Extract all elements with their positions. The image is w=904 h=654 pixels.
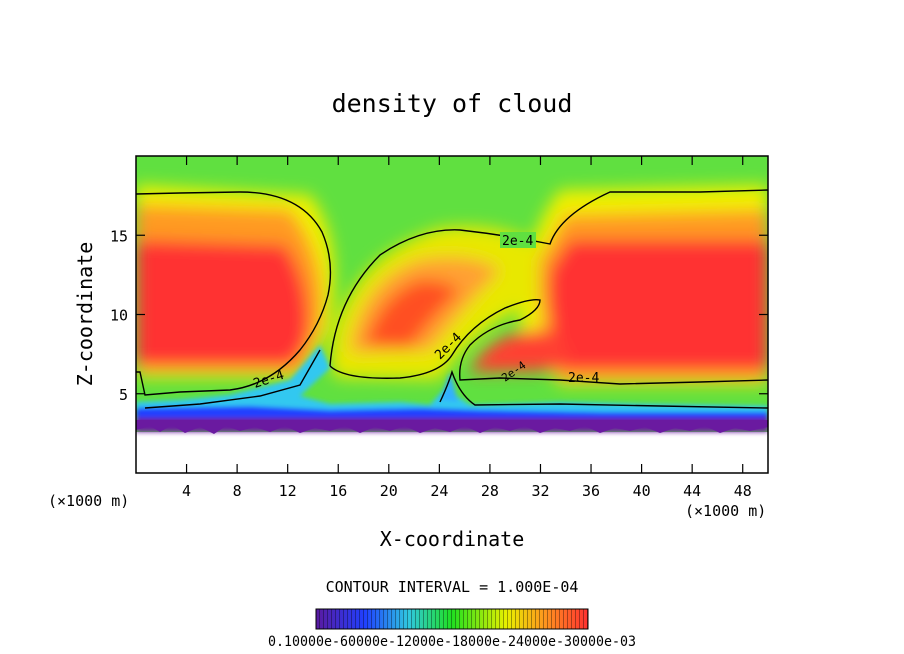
x-tick-label: 12 (279, 482, 297, 500)
x-tick-label: 36 (582, 482, 600, 500)
contour-interval: CONTOUR INTERVAL = 1.000E-04 (326, 578, 579, 596)
x-tick-label: 32 (531, 482, 549, 500)
x-right-unit: (×1000 m) (685, 502, 766, 520)
colorbar-labels: 0.10000e-60000e-12000e-18000e-24000e-300… (268, 634, 636, 650)
x-tick-label: 48 (734, 482, 752, 500)
x-tick-label: 28 (481, 482, 499, 500)
cloud-base-fringe (136, 420, 768, 434)
x-tick-label: 4 (182, 482, 191, 500)
contour-lines (136, 189, 768, 409)
density-field: 2e-4 2e-4 2e-4 2e-4 2e-4 (136, 156, 768, 473)
x-axis-label: X-coordinate (380, 527, 525, 551)
x-tick-label: 40 (633, 482, 651, 500)
chart-title: density of cloud (332, 89, 573, 118)
x-tick-label: 44 (683, 482, 701, 500)
contour-label-group: 2e-4 2e-4 2e-4 2e-4 2e-4 (252, 232, 599, 392)
y-axis-ticks: 5 10 15 (110, 227, 768, 404)
x-tick-label: 8 (233, 482, 242, 500)
contour-label: 2e-4 (502, 234, 533, 249)
contour-label: 2e-4 (568, 371, 599, 386)
colorbar (315, 608, 589, 630)
x-tick-label: 24 (430, 482, 448, 500)
y-axis-label: Z-coordinate (73, 242, 97, 387)
y-tick-label: 5 (119, 386, 128, 404)
x-axis-ticks: 4 8 12 16 20 24 28 32 36 40 44 48 (182, 156, 752, 500)
x-tick-label: 16 (329, 482, 347, 500)
x-tick-label: 20 (380, 482, 398, 500)
y-tick-label: 15 (110, 227, 128, 245)
y-tick-label: 10 (110, 307, 128, 325)
x-left-unit: (×1000 m) (48, 492, 129, 510)
